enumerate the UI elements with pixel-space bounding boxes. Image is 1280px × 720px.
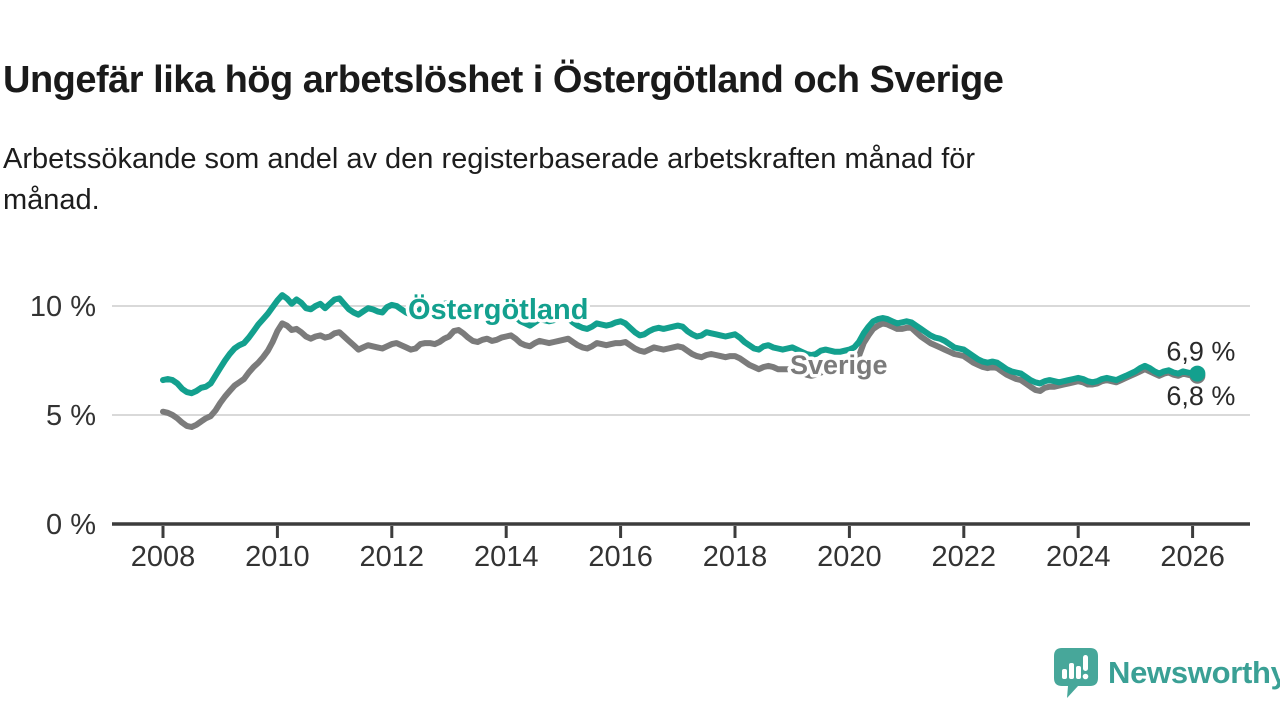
x-axis-tick-label: 2014 xyxy=(474,541,539,573)
x-axis-tick-label: 2012 xyxy=(360,541,425,573)
end-value-label: 6,9 % xyxy=(1166,337,1235,367)
x-axis-tick-label: 2020 xyxy=(817,541,882,573)
x-axis-tick-label: 2016 xyxy=(588,541,653,573)
chart-subtitle: Arbetssökande som andel av den registerb… xyxy=(3,139,1223,221)
series-line-sverige xyxy=(160,320,1201,430)
series-label: Sverige xyxy=(790,350,888,380)
series-line-ostergotland xyxy=(160,292,1201,397)
y-axis-tick-label: 5 % xyxy=(46,400,96,432)
y-axis-tick-label: 0 % xyxy=(46,509,96,541)
speech-bubble-bar-chart-icon xyxy=(1054,648,1098,698)
x-axis-tick-label: 2018 xyxy=(703,541,768,573)
subtitle-line-2: månad. xyxy=(3,184,100,216)
y-axis-tick-label: 10 % xyxy=(30,291,96,323)
subtitle-line-1: Arbetssökande som andel av den registerb… xyxy=(3,143,976,175)
page-title: Ungefär lika hög arbetslöshet i Östergöt… xyxy=(3,59,1004,102)
x-axis-tick-label: 2026 xyxy=(1160,541,1225,573)
x-axis-tick-label: 2008 xyxy=(131,541,196,573)
x-axis-tick-label: 2022 xyxy=(932,541,997,573)
x-axis-tick-label: 2010 xyxy=(245,541,310,573)
x-axis-tick-label: 2024 xyxy=(1046,541,1111,573)
newsworthy-logo: Newsworthy xyxy=(1054,648,1280,698)
logo-wordmark: Newsworthy xyxy=(1108,655,1280,690)
end-value-label: 6,8 % xyxy=(1166,381,1235,411)
series-label: Östergötland xyxy=(408,293,588,326)
series-end-dot xyxy=(1189,365,1206,382)
